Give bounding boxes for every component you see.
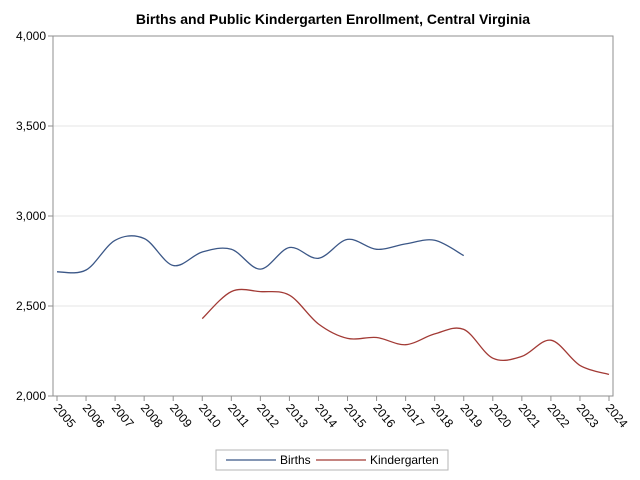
x-tick-label-9: 2014 (312, 401, 340, 431)
x-tick-label-6: 2011 (225, 401, 253, 430)
y-axis: 2,000 2,500 3,000 3,500 4,000 (16, 29, 53, 403)
series-layer (56, 235, 610, 376)
legend-label-kindergarten: Kindergarten (370, 453, 439, 467)
x-tick-label-10: 2015 (341, 401, 369, 431)
y-tick-label-2: 3,000 (16, 209, 46, 223)
x-tick-label-19: 2024 (603, 401, 631, 431)
x-tick-label-15: 2020 (486, 401, 514, 431)
y-tick-label-4: 4,000 (16, 29, 46, 43)
y-tick-label-1: 2,500 (16, 299, 46, 313)
x-tick-label-3: 2008 (138, 401, 166, 431)
x-tick-label-12: 2017 (399, 401, 427, 431)
x-tick-label-2: 2007 (109, 401, 137, 431)
x-axis: 2005 2006 2007 2008 2009 2010 2011 2012 2013 2014… (51, 396, 631, 431)
y-tick-label-3: 3,500 (16, 119, 46, 133)
x-tick-label-4: 2009 (167, 401, 195, 431)
chart-title: Births and Public Kindergarten Enrollmen… (136, 11, 530, 27)
x-tick-label-11: 2016 (370, 401, 398, 431)
x-tick-label-13: 2018 (428, 401, 456, 431)
series-line-kindergarten (201, 288, 610, 376)
x-tick-label-8: 2013 (283, 401, 311, 431)
x-tick-label-0: 2005 (51, 401, 79, 431)
x-tick-label-14: 2019 (457, 401, 485, 431)
series-line-births (56, 235, 465, 274)
legend-label-births: Births (280, 453, 311, 467)
x-tick-label-18: 2023 (574, 401, 602, 431)
legend: Births Kindergarten (215, 449, 449, 471)
x-tick-label-17: 2022 (545, 401, 573, 431)
x-tick-label-16: 2021 (516, 401, 544, 431)
x-tick-label-7: 2012 (254, 401, 282, 431)
x-tick-label-5: 2010 (196, 401, 224, 431)
y-tick-label-0: 2,000 (16, 389, 46, 403)
x-tick-label-1: 2006 (80, 401, 108, 431)
gridlines (53, 125, 613, 307)
